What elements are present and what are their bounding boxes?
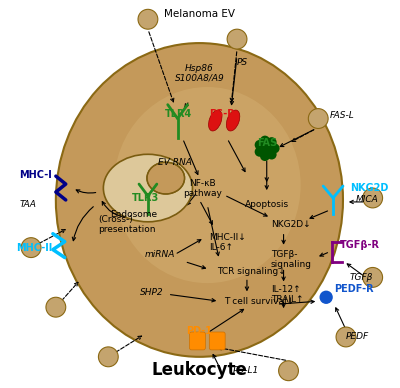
Text: S100A8/A9: S100A8/A9	[174, 74, 224, 83]
Circle shape	[262, 143, 272, 153]
Circle shape	[279, 361, 298, 381]
Text: Endosome: Endosome	[110, 210, 158, 219]
Text: PD-L1: PD-L1	[233, 366, 259, 375]
Circle shape	[255, 140, 264, 150]
Circle shape	[46, 297, 66, 317]
Text: (Cross-): (Cross-)	[98, 215, 133, 224]
Text: pathway: pathway	[183, 189, 222, 197]
Circle shape	[270, 143, 280, 153]
Text: TGFβ-R: TGFβ-R	[340, 240, 380, 249]
Circle shape	[227, 29, 247, 49]
Text: TCR signaling↓: TCR signaling↓	[217, 267, 286, 276]
Ellipse shape	[147, 162, 184, 194]
Ellipse shape	[114, 87, 301, 283]
Text: PEDF-R: PEDF-R	[334, 284, 374, 294]
Text: TRAIL↑: TRAIL↑	[271, 295, 303, 304]
Text: Hsp86: Hsp86	[185, 64, 214, 73]
FancyBboxPatch shape	[209, 332, 225, 350]
Circle shape	[320, 291, 332, 303]
Text: T cell survival↓: T cell survival↓	[224, 297, 294, 306]
Text: TGFβ: TGFβ	[350, 273, 373, 282]
Text: TLR4: TLR4	[165, 109, 192, 119]
Circle shape	[260, 151, 270, 161]
Circle shape	[363, 267, 382, 288]
Text: Melanoma EV: Melanoma EV	[164, 9, 235, 19]
Text: FAS: FAS	[257, 139, 277, 148]
Text: FAS-L: FAS-L	[330, 111, 355, 120]
Text: Leukocyte: Leukocyte	[152, 361, 247, 379]
Text: PS-R: PS-R	[209, 109, 235, 119]
Text: NKG2D: NKG2D	[350, 183, 388, 193]
Text: MHC-I: MHC-I	[19, 170, 52, 180]
Circle shape	[336, 327, 356, 347]
Text: signaling: signaling	[271, 260, 312, 269]
Text: MHC-II: MHC-II	[16, 242, 52, 253]
Text: SHP2: SHP2	[140, 288, 164, 297]
Circle shape	[267, 150, 277, 159]
Circle shape	[267, 137, 277, 147]
Text: NF-κB: NF-κB	[189, 178, 216, 187]
FancyBboxPatch shape	[190, 332, 205, 350]
Text: NKG2D↓: NKG2D↓	[271, 220, 310, 229]
Ellipse shape	[56, 43, 343, 357]
Circle shape	[260, 136, 270, 146]
Ellipse shape	[103, 154, 192, 222]
Text: EV RNA: EV RNA	[158, 158, 192, 167]
Text: MHC-II↓: MHC-II↓	[209, 233, 246, 242]
Text: IL-12↑: IL-12↑	[271, 285, 300, 294]
Text: miRNA: miRNA	[145, 250, 175, 259]
Text: PD-1: PD-1	[186, 326, 212, 336]
Circle shape	[21, 238, 41, 258]
Circle shape	[255, 147, 264, 157]
Text: PEDF: PEDF	[346, 333, 369, 341]
Text: IL-6↑: IL-6↑	[209, 243, 233, 252]
Text: TLR3: TLR3	[132, 193, 159, 203]
Circle shape	[98, 347, 118, 367]
Ellipse shape	[208, 110, 222, 131]
Ellipse shape	[226, 110, 240, 131]
Circle shape	[363, 188, 382, 208]
Text: TAA: TAA	[19, 201, 36, 210]
Text: Apoptosis: Apoptosis	[245, 200, 289, 209]
Circle shape	[138, 9, 158, 29]
Text: presentation: presentation	[98, 225, 156, 234]
Text: MICA: MICA	[356, 196, 379, 204]
Text: PS: PS	[237, 59, 248, 68]
Circle shape	[308, 109, 328, 128]
Text: TGFβ-: TGFβ-	[271, 250, 297, 259]
